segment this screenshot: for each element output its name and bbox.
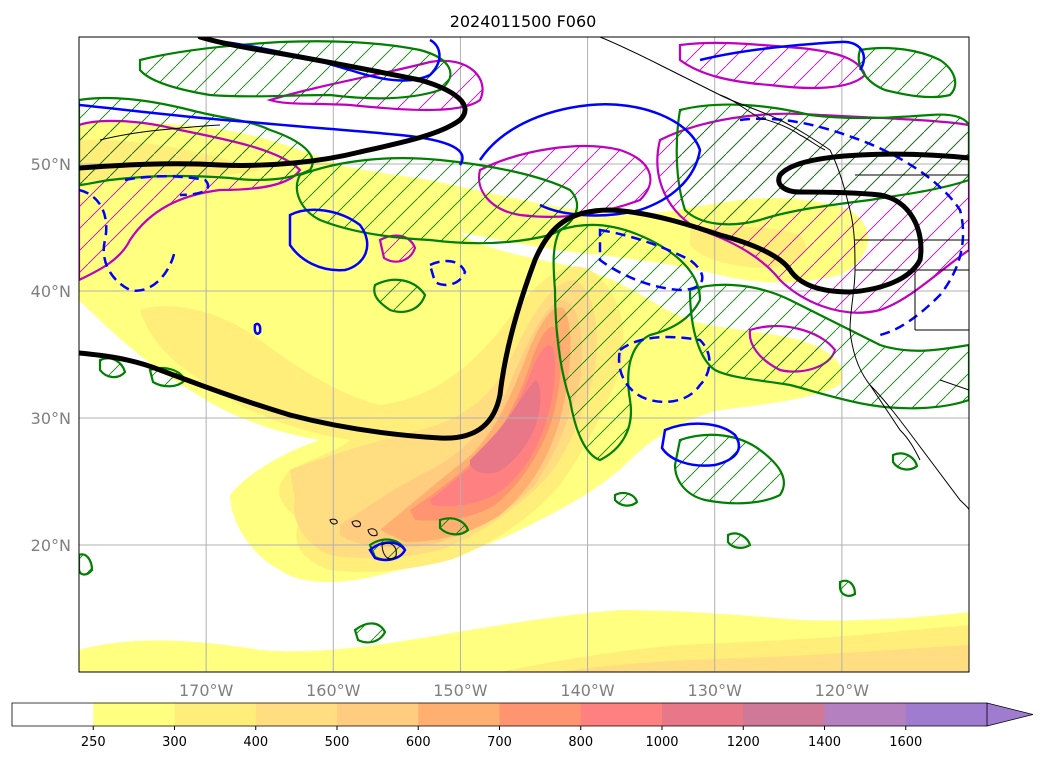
green-region-mid-small xyxy=(373,278,427,313)
blue-contour-se-solid xyxy=(660,422,741,467)
green-region-east-top2 xyxy=(857,46,957,99)
latitude-label: 20°N xyxy=(31,536,71,555)
colorbar-tick-label: 1400 xyxy=(808,735,841,750)
colorbar-segment xyxy=(337,703,419,726)
colorbar-segment xyxy=(174,703,257,726)
blue-contour-small-solid xyxy=(253,322,262,335)
blue-contour-dash-small xyxy=(428,259,467,287)
jet-contours xyxy=(79,37,969,441)
colorbar-segment xyxy=(662,703,744,726)
blue-contour-dash-east xyxy=(739,117,965,337)
colorbar-segment xyxy=(418,703,500,726)
latitude-label: 50°N xyxy=(31,155,71,174)
map-frame xyxy=(78,36,970,673)
blue-contour-dash-center xyxy=(598,228,704,292)
colorbar-segment xyxy=(93,703,175,726)
longitude-labels: 170°W 160°W 150°W 140°W 130°W 120°W xyxy=(179,681,869,700)
longitude-label: 130°W xyxy=(688,681,743,700)
blue-contour-sw-solid xyxy=(288,208,369,272)
jet-contour-main xyxy=(79,151,969,441)
colorbar-tick-label: 300 xyxy=(162,735,187,750)
colorbar-segment xyxy=(255,703,338,726)
green-region-small8 xyxy=(613,491,639,507)
green-region-small6 xyxy=(726,532,752,549)
ivt-700-plume xyxy=(410,326,562,521)
colorbar-tick-label: 1200 xyxy=(727,735,760,750)
colorbar-tick-label: 400 xyxy=(243,735,268,750)
green-region-north xyxy=(138,40,452,100)
coastline-bc xyxy=(719,94,826,151)
island-2 xyxy=(351,520,361,528)
colorbar-segment xyxy=(824,703,907,726)
coastline-alaska-islands xyxy=(99,124,221,141)
blue-contour-dash-center2 xyxy=(617,335,711,404)
green-hatch-regions xyxy=(79,40,969,644)
blue-contour-hawaii-solid xyxy=(368,541,407,562)
colorbar-tick-label: 250 xyxy=(81,735,106,750)
blue-contour-east-solid xyxy=(699,40,866,71)
colorbar-tick-label: 1600 xyxy=(889,735,922,750)
latitude-labels: 50°N 40°N 30°N 20°N xyxy=(31,155,71,555)
colorbar-segment xyxy=(12,703,94,726)
colorbar-extend-arrow xyxy=(986,702,1034,727)
longitude-label: 120°W xyxy=(815,681,870,700)
green-region-east-low xyxy=(673,433,786,505)
colorbar-segment xyxy=(580,703,663,726)
ivt-1000-plume xyxy=(470,380,541,474)
green-region-east-mid xyxy=(688,283,969,410)
coastlines xyxy=(99,37,969,511)
blue-contour-west-solid xyxy=(79,103,464,166)
green-region-small10 xyxy=(438,517,470,536)
longitude-label: 170°W xyxy=(179,681,234,700)
longitude-label: 150°W xyxy=(433,681,488,700)
green-region-east-top xyxy=(675,103,969,226)
chart-title: 2024011500 F060 xyxy=(450,12,597,31)
blue-contour-center-solid xyxy=(478,103,702,217)
colorbar-tick-label: 500 xyxy=(325,735,350,750)
latitude-label: 40°N xyxy=(31,282,71,301)
green-region-small2 xyxy=(353,622,387,644)
colorbar-tick-label: 800 xyxy=(568,735,593,750)
island-4 xyxy=(381,542,397,560)
colorbar-tick-label: 1000 xyxy=(645,735,678,750)
green-region-small7 xyxy=(838,579,857,597)
latitude-label: 30°N xyxy=(31,409,71,428)
colorbar-segment xyxy=(499,703,582,726)
longitude-label: 140°W xyxy=(560,681,615,700)
colorbar-segment xyxy=(905,703,988,726)
ivt-800-plume xyxy=(430,345,556,507)
colorbar: 250 300 400 500 600 700 800 1000 1200 1400 1600 xyxy=(11,702,1034,750)
ivt-600-plume xyxy=(380,307,571,542)
blue-contour-dash-nw xyxy=(124,175,210,197)
colorbar-segment xyxy=(743,703,825,726)
colorbar-tick-label: 600 xyxy=(406,735,431,750)
hawaii-islands xyxy=(329,518,397,560)
jet-contour-north xyxy=(79,37,468,171)
coastline-north-america xyxy=(829,149,969,511)
green-region-small9 xyxy=(891,452,919,471)
ivt-400-south xyxy=(560,645,969,672)
map-area xyxy=(79,37,969,672)
island-1 xyxy=(329,518,338,525)
colorbar-tick-label: 700 xyxy=(487,735,512,750)
island-3 xyxy=(367,528,378,537)
coastline-alaska xyxy=(599,37,831,151)
green-region-small5 xyxy=(79,553,94,576)
coastline-baja xyxy=(869,384,921,461)
longitude-label: 160°W xyxy=(306,681,361,700)
